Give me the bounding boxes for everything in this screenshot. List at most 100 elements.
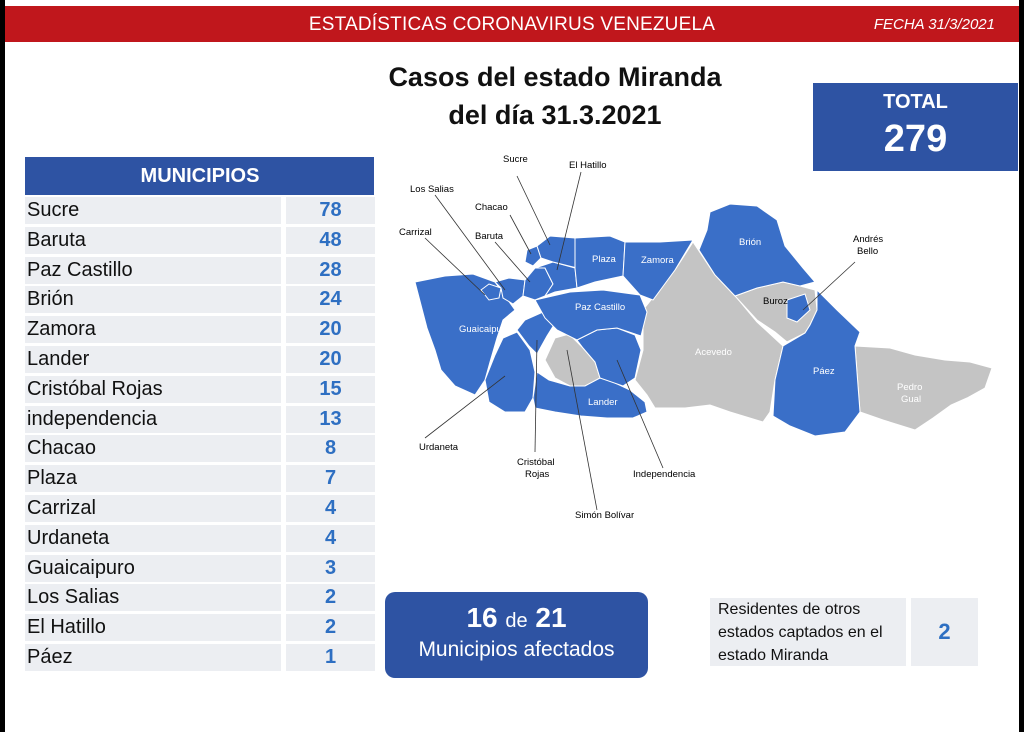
municipios-header-label: MUNICIPIOS bbox=[140, 165, 260, 187]
total-box: TOTAL 279 bbox=[813, 83, 1018, 171]
municipio-cases: 28 bbox=[286, 256, 375, 284]
municipio-cases: 4 bbox=[286, 494, 375, 522]
municipio-name: El Hatillo bbox=[25, 614, 281, 642]
map-label-paez: Páez bbox=[813, 366, 835, 377]
municipio-name: Urdaneta bbox=[25, 524, 281, 552]
map-region-los-salias bbox=[494, 277, 526, 305]
map-region-zamora bbox=[622, 239, 694, 301]
map-region-sucre bbox=[536, 235, 578, 269]
municipio-name: Brión bbox=[25, 286, 281, 314]
page-title-line2: del día 31.3.2021 bbox=[448, 100, 662, 130]
map-label-guaicaipuro: Guaicaipuro bbox=[459, 324, 510, 335]
municipio-name: Cristóbal Rojas bbox=[25, 375, 281, 403]
map-label-buroz: Buroz bbox=[763, 296, 788, 307]
map-label-brion: Brión bbox=[739, 237, 761, 248]
table-row: Los Salias 2 bbox=[25, 584, 375, 614]
map-label-urdaneta: Urdaneta bbox=[419, 442, 459, 453]
map-label-rojas: Rojas bbox=[525, 469, 550, 480]
municipio-cases: 8 bbox=[286, 435, 375, 463]
miranda-map: Sucre El Hatillo Los Salias Chacao Carri… bbox=[399, 154, 993, 521]
municipio-cases: 1 bbox=[286, 643, 375, 671]
municipio-name: independencia bbox=[25, 405, 281, 433]
residentes-value: 2 bbox=[911, 598, 978, 666]
municipio-name: Guaicaipuro bbox=[25, 554, 281, 582]
map-label-baruta: Baruta bbox=[475, 231, 504, 242]
municipio-name: Baruta bbox=[25, 226, 281, 254]
total-value: 279 bbox=[883, 118, 948, 160]
map-region-carrizal bbox=[480, 283, 502, 301]
municipio-cases: 7 bbox=[286, 465, 375, 493]
map-label-sucre: Sucre bbox=[503, 154, 528, 165]
municipio-name: Carrizal bbox=[25, 494, 281, 522]
municipios-header: MUNICIPIOS bbox=[25, 157, 374, 195]
map-label-carrizal: Carrizal bbox=[399, 227, 432, 238]
total-label: TOTAL bbox=[883, 91, 948, 113]
table-row: Brión 24 bbox=[25, 286, 375, 316]
municipios-afectados-box: 16 de 21 Municipios afectados bbox=[385, 592, 648, 678]
map-label-plaza: Plaza bbox=[592, 254, 616, 265]
map-region-paz-castillo bbox=[534, 289, 648, 341]
map-label-los-salias: Los Salias bbox=[410, 184, 454, 195]
residentes-label: Residentes de otros estados captados en … bbox=[710, 598, 906, 666]
table-row: Zamora 20 bbox=[25, 316, 375, 346]
map-label-paz-castillo: Paz Castillo bbox=[575, 302, 625, 313]
table-row: Urdaneta 4 bbox=[25, 524, 375, 555]
map-label-andres: Andrés bbox=[853, 234, 883, 245]
municipio-cases: 20 bbox=[286, 316, 375, 344]
map-label-pedro: Pedro bbox=[897, 382, 922, 393]
map-region-lander bbox=[532, 371, 648, 419]
table-row: Baruta 48 bbox=[25, 226, 375, 257]
municipio-cases: 13 bbox=[286, 405, 375, 433]
map-label-simon-bolivar: Simón Bolívar bbox=[575, 510, 634, 521]
map-label-lander: Lander bbox=[588, 397, 618, 408]
table-row: independencia 13 bbox=[25, 405, 375, 436]
table-row: Cristóbal Rojas 15 bbox=[25, 375, 375, 406]
map-label-acevedo: Acevedo bbox=[695, 347, 732, 358]
municipio-name: Chacao bbox=[25, 435, 281, 463]
map-label-bello: Bello bbox=[857, 246, 878, 257]
municipio-name: Lander bbox=[25, 345, 281, 373]
map-label-gual: Gual bbox=[901, 394, 921, 405]
header-title: ESTADÍSTICAS CORONAVIRUS VENEZUELA bbox=[308, 14, 716, 35]
municipio-name: Sucre bbox=[25, 197, 281, 224]
afectados-de: de bbox=[505, 610, 528, 632]
afectados-count: 16 bbox=[466, 602, 498, 633]
municipio-cases: 3 bbox=[286, 554, 375, 582]
municipio-name: Paz Castillo bbox=[25, 256, 281, 284]
map-region-guaicaipuro bbox=[414, 273, 516, 396]
table-row: Paz Castillo 28 bbox=[25, 256, 375, 287]
afectados-total: 21 bbox=[535, 602, 567, 633]
map-label-zamora: Zamora bbox=[641, 255, 674, 266]
municipio-cases: 4 bbox=[286, 524, 375, 552]
municipio-name: Zamora bbox=[25, 316, 281, 344]
afectados-label: Municipios afectados bbox=[418, 638, 615, 661]
map-label-chacao: Chacao bbox=[475, 202, 508, 213]
table-row: Guaicaipuro 3 bbox=[25, 554, 375, 585]
residentes-line3: estado Miranda bbox=[718, 647, 829, 664]
afectados-count-line: 16 de 21 bbox=[385, 602, 648, 634]
header-date: FECHA 31/3/2021 bbox=[873, 16, 995, 33]
municipio-cases: 15 bbox=[286, 375, 375, 403]
page-title-line1: Casos del estado Miranda bbox=[388, 62, 722, 92]
map-label-cristobal: Cristóbal bbox=[517, 457, 555, 468]
table-row: Lander 20 bbox=[25, 345, 375, 376]
table-row: Plaza 7 bbox=[25, 465, 375, 495]
infographic: ESTADÍSTICAS CORONAVIRUS VENEZUELA FECHA… bbox=[5, 0, 1019, 732]
map-label-independencia: Independencia bbox=[633, 469, 696, 480]
map-region-urdaneta bbox=[484, 331, 536, 413]
table-row: Páez 1 bbox=[25, 643, 375, 674]
header-bar: ESTADÍSTICAS CORONAVIRUS VENEZUELA FECHA… bbox=[5, 6, 1019, 42]
municipio-name: Páez bbox=[25, 643, 281, 671]
table-row: Chacao 8 bbox=[25, 435, 375, 465]
municipio-name: Plaza bbox=[25, 465, 281, 493]
municipio-name: Los Salias bbox=[25, 584, 281, 612]
page-title: Casos del estado Miranda del día 31.3.20… bbox=[335, 58, 775, 134]
municipio-cases: 2 bbox=[286, 614, 375, 642]
map-label-el-hatillo: El Hatillo bbox=[569, 160, 607, 171]
residentes-line2: estados captados en el bbox=[718, 624, 883, 641]
residentes-line1: Residentes de otros bbox=[718, 601, 861, 618]
municipio-cases: 24 bbox=[286, 286, 375, 314]
municipio-cases: 2 bbox=[286, 584, 375, 612]
map-region-pedro-gual bbox=[854, 345, 993, 431]
municipio-cases: 78 bbox=[286, 197, 375, 224]
